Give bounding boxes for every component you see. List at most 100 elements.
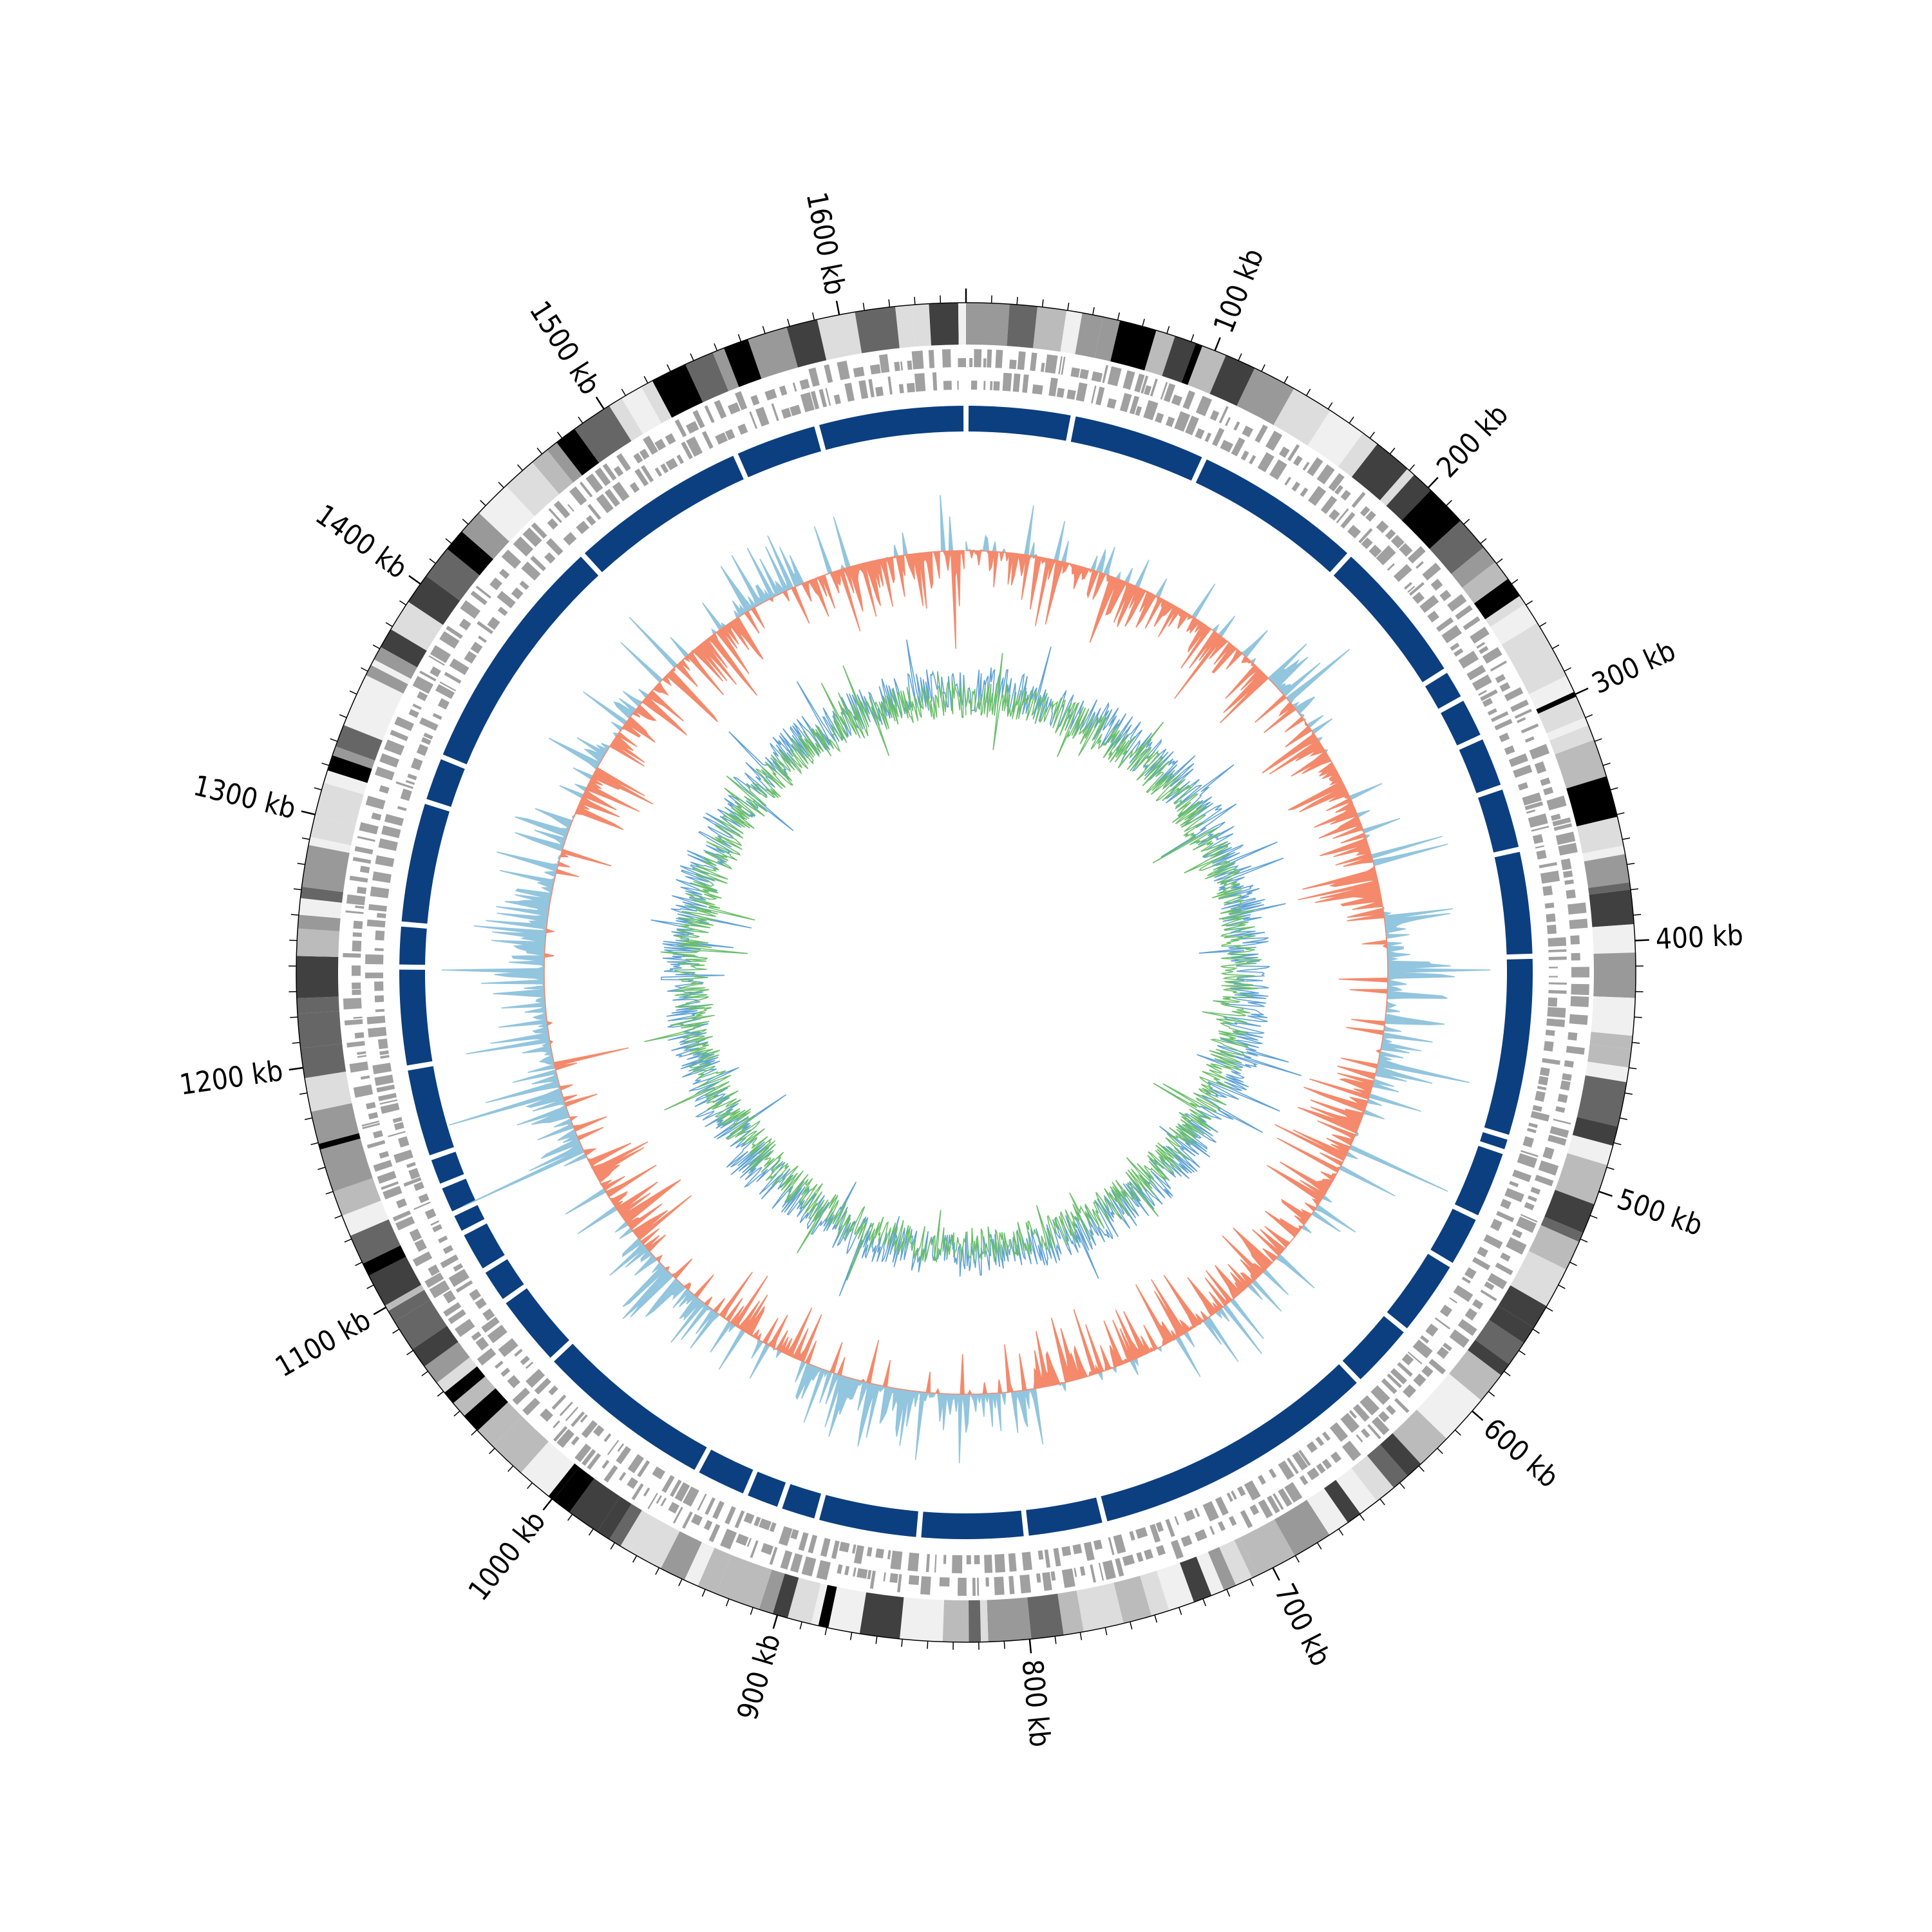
gene-feature	[1504, 1188, 1524, 1202]
gene-feature	[1279, 446, 1290, 459]
ideogram-band	[1156, 1562, 1195, 1611]
ideogram-band	[1307, 410, 1363, 467]
gene-feature	[379, 753, 400, 768]
gene-feature	[1570, 996, 1589, 1007]
gene-feature	[349, 1061, 369, 1073]
minor-tick	[314, 787, 322, 791]
ideogram-band	[320, 1138, 373, 1192]
minor-tick	[1179, 1607, 1182, 1615]
gene-feature	[428, 655, 445, 666]
gene-feature	[952, 1555, 963, 1573]
minor-tick	[690, 353, 694, 361]
gene-feature	[1195, 428, 1205, 439]
gene-feature	[1334, 485, 1343, 495]
gene-feature	[984, 1555, 993, 1573]
ideogram-band	[363, 1245, 406, 1276]
gene-feature	[579, 481, 593, 498]
contig-block	[401, 804, 450, 924]
ideogram-band	[929, 303, 959, 346]
contig-block	[1478, 789, 1519, 853]
gene-feature	[1233, 421, 1240, 431]
gene-feature	[1340, 489, 1351, 501]
gene-feature	[1504, 687, 1524, 701]
gene-feature	[660, 1497, 667, 1507]
major-tick	[542, 1498, 553, 1511]
gene-feature	[957, 381, 959, 390]
gene-feature	[470, 591, 488, 605]
ideogram-band	[1589, 1032, 1633, 1050]
ideogram-band	[300, 886, 344, 903]
ideogram-band	[1027, 1593, 1064, 1640]
gene-feature	[900, 361, 904, 371]
minor-tick	[453, 1410, 460, 1417]
gene-feature	[697, 1493, 707, 1511]
ideogram-band	[1351, 1455, 1394, 1502]
minor-tick	[1519, 1350, 1526, 1356]
ideogram-band	[390, 611, 438, 651]
gene-feature	[437, 1235, 448, 1244]
gene-feature	[1482, 647, 1502, 664]
gene-feature	[1524, 801, 1544, 811]
gene-feature	[1053, 1548, 1061, 1567]
gene-feature	[852, 1544, 857, 1554]
gene-feature	[990, 381, 993, 390]
minor-tick	[489, 1448, 495, 1454]
gene-feature	[972, 1577, 976, 1596]
gene-feature	[344, 1019, 363, 1026]
gene-feature	[1316, 464, 1335, 485]
axis-label: 500 kb	[1613, 1183, 1707, 1243]
gene-feature	[1421, 1365, 1434, 1378]
axis-label: 700 kb	[1268, 1578, 1338, 1671]
gene-feature	[761, 1543, 774, 1555]
gene-feature	[1544, 902, 1555, 909]
ideogram-band	[859, 1592, 904, 1639]
gene-feature	[1478, 690, 1487, 696]
gene-feature	[914, 373, 926, 392]
contig-block	[1441, 701, 1481, 746]
gene-feature	[705, 1497, 715, 1515]
gene-feature	[417, 691, 428, 701]
ideogram-band	[1057, 1590, 1084, 1635]
gene-feature	[934, 1554, 937, 1573]
gene-feature	[1269, 459, 1287, 480]
minor-tick	[480, 500, 486, 506]
gene-feature	[1202, 1501, 1219, 1522]
gene-feature	[1539, 862, 1557, 869]
gene-feature	[530, 555, 547, 571]
ideogram-band	[408, 576, 460, 625]
gene-feature	[1461, 1276, 1471, 1284]
gene-feature	[1144, 385, 1152, 395]
gene-feature	[1536, 849, 1547, 860]
gene-feature	[1545, 1029, 1555, 1036]
gene-feature	[453, 1263, 464, 1272]
ideogram-band	[1179, 1557, 1212, 1602]
gene-feature	[393, 1150, 413, 1164]
gene-feature	[534, 1378, 551, 1395]
ideogram-band	[384, 1284, 424, 1311]
ideogram-band	[366, 665, 408, 694]
gene-feature	[1548, 976, 1558, 978]
axis-label: 1400 kb	[310, 498, 413, 585]
ideogram-band	[958, 303, 966, 345]
axis-label: 300 kb	[1587, 634, 1681, 701]
gene-feature	[1056, 388, 1065, 398]
minor-tick	[762, 326, 766, 334]
gene-feature	[475, 1298, 487, 1309]
ideogram-band	[553, 1467, 594, 1513]
ideogram-band	[1536, 692, 1577, 714]
gene-feature	[1499, 732, 1510, 743]
ideogram-band	[1515, 649, 1567, 695]
ideogram-band	[724, 339, 762, 387]
minor-tick	[1190, 334, 1195, 342]
gene-feature	[801, 1556, 817, 1577]
contig-block	[399, 969, 433, 1066]
gene-feature	[819, 388, 828, 408]
gene-feature	[1517, 782, 1529, 791]
gene-feature	[1329, 509, 1340, 521]
ideogram-band	[444, 1366, 486, 1403]
gene-feature	[1547, 1134, 1567, 1146]
gene-feature	[853, 1567, 857, 1577]
gene-feature	[368, 1027, 387, 1037]
gene-feature	[1336, 508, 1349, 524]
contig-block	[1333, 556, 1444, 683]
